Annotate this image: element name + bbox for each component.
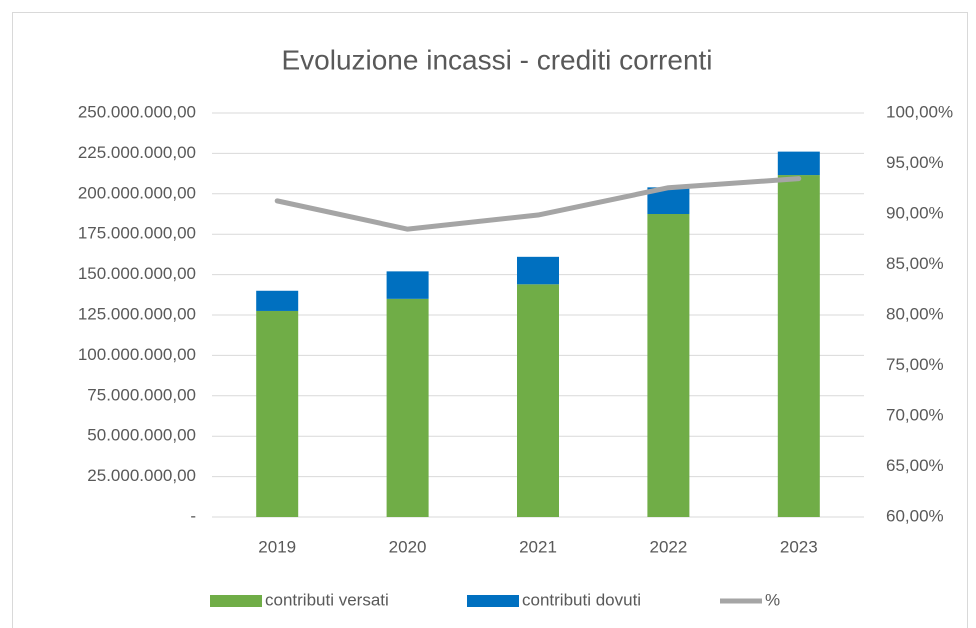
legend-label: % bbox=[765, 590, 780, 609]
legend-swatch bbox=[210, 595, 262, 607]
x-tick-label: 2019 bbox=[258, 537, 296, 556]
bar bbox=[517, 256, 559, 285]
bar bbox=[517, 284, 559, 517]
bar bbox=[256, 290, 299, 311]
bar bbox=[256, 310, 299, 517]
y2-tick-label: 65,00% bbox=[886, 456, 944, 475]
x-tick-label: 2021 bbox=[519, 537, 557, 556]
y2-tick-label: 85,00% bbox=[886, 254, 944, 273]
legend-label: contributi dovuti bbox=[522, 590, 641, 609]
y-tick-label: 125.000.000,00 bbox=[78, 304, 196, 323]
y-tick-label: - bbox=[190, 506, 196, 525]
y-tick-label: 250.000.000,00 bbox=[78, 102, 196, 121]
y2-tick-label: 80,00% bbox=[886, 304, 944, 323]
x-tick-label: 2023 bbox=[780, 537, 818, 556]
y-tick-label: 200.000.000,00 bbox=[78, 183, 196, 202]
y2-tick-label: 95,00% bbox=[886, 153, 944, 172]
bar bbox=[777, 151, 820, 176]
bar bbox=[386, 298, 429, 517]
y-tick-label: 175.000.000,00 bbox=[78, 224, 196, 243]
legend-swatch bbox=[467, 595, 519, 607]
y-tick-label: 150.000.000,00 bbox=[78, 264, 196, 283]
legend-label: contributi versati bbox=[265, 590, 389, 609]
y2-tick-label: 60,00% bbox=[886, 506, 944, 525]
y-tick-label: 100.000.000,00 bbox=[78, 345, 196, 364]
y2-tick-label: 75,00% bbox=[886, 355, 944, 374]
y-tick-label: 50.000.000,00 bbox=[87, 426, 196, 445]
bar bbox=[647, 214, 690, 517]
bar bbox=[386, 271, 429, 299]
line-series bbox=[274, 176, 802, 232]
y2-tick-label: 70,00% bbox=[886, 405, 944, 424]
x-tick-label: 2022 bbox=[649, 537, 687, 556]
chart-title: Evoluzione incassi - crediti correnti bbox=[281, 44, 712, 75]
y-tick-label: 25.000.000,00 bbox=[87, 466, 196, 485]
y-tick-label: 225.000.000,00 bbox=[78, 143, 196, 162]
x-tick-label: 2020 bbox=[389, 537, 427, 556]
y2-tick-label: 100,00% bbox=[886, 102, 953, 121]
y2-tick-label: 90,00% bbox=[886, 203, 944, 222]
y-tick-label: 75.000.000,00 bbox=[87, 385, 196, 404]
bar bbox=[777, 175, 820, 518]
